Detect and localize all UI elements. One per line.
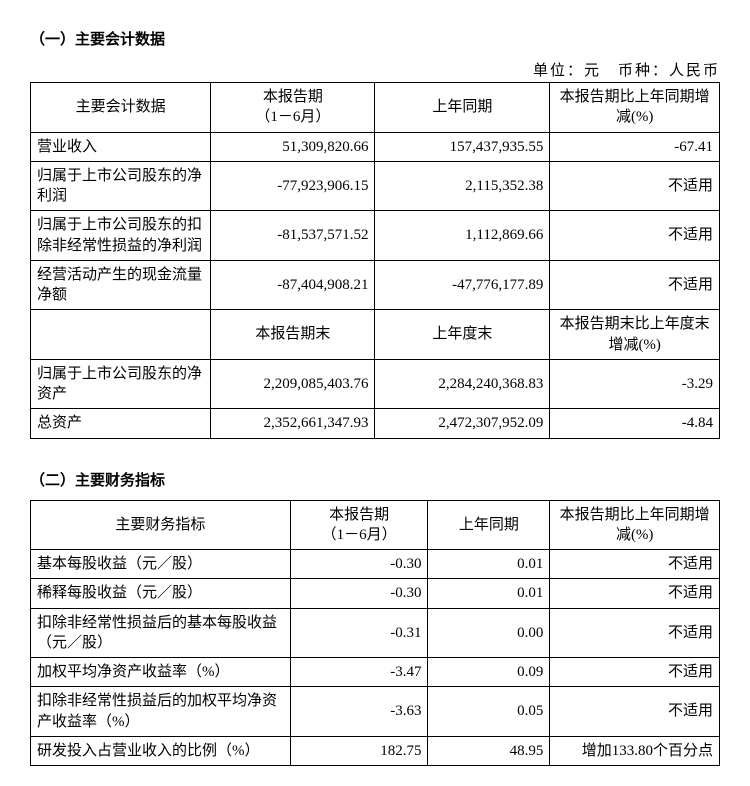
cell-value: 0.01 [428, 550, 550, 579]
row-label: 营业收入 [31, 132, 211, 161]
table-row: 经营活动产生的现金流量净额 -87,404,908.21 -47,776,177… [31, 260, 720, 310]
cell-value: 1,112,869.66 [375, 211, 550, 261]
cell-value: 2,472,307,952.09 [375, 409, 550, 438]
col-header: 上年同期 [428, 500, 550, 550]
cell-value: -77,923,906.15 [211, 161, 375, 211]
col-header: 上年度末 [375, 310, 550, 360]
cell-value: -3.63 [290, 687, 428, 737]
col-header: 主要财务指标 [31, 500, 291, 550]
cell-change: 不适用 [550, 687, 720, 737]
cell-value: 182.75 [290, 736, 428, 765]
table-row: 扣除非经常性损益后的基本每股收益（元／股） -0.31 0.00 不适用 [31, 608, 720, 658]
row-label: 经营活动产生的现金流量净额 [31, 260, 211, 310]
col-header: 本报告期 （1－6月） [290, 500, 428, 550]
cell-value: -87,404,908.21 [211, 260, 375, 310]
cell-value: 2,352,661,347.93 [211, 409, 375, 438]
row-label: 扣除非经常性损益后的基本每股收益（元／股） [31, 608, 291, 658]
cell-change: 不适用 [550, 550, 720, 579]
cell-change: 增加133.80个百分点 [550, 736, 720, 765]
row-label: 归属于上市公司股东的扣除非经常性损益的净利润 [31, 211, 211, 261]
row-label: 稀释每股收益（元／股） [31, 579, 291, 608]
table-row: 营业收入 51,309,820.66 157,437,935.55 -67.41 [31, 132, 720, 161]
table-row: 扣除非经常性损益后的加权平均净资产收益率（%） -3.63 0.05 不适用 [31, 687, 720, 737]
row-label: 研发投入占营业收入的比例（%） [31, 736, 291, 765]
cell-change: -67.41 [550, 132, 720, 161]
table-row: 加权平均净资产收益率（%） -3.47 0.09 不适用 [31, 658, 720, 687]
cell-change: 不适用 [550, 658, 720, 687]
col-header [31, 310, 211, 360]
col-header: 上年同期 [375, 83, 550, 133]
row-label: 扣除非经常性损益后的加权平均净资产收益率（%） [31, 687, 291, 737]
table-row: 归属于上市公司股东的净利润 -77,923,906.15 2,115,352.3… [31, 161, 720, 211]
cell-value: 0.05 [428, 687, 550, 737]
row-label: 总资产 [31, 409, 211, 438]
accounting-data-table: 主要会计数据 本报告期 （1－6月） 上年同期 本报告期比上年同期增减(%) 营… [30, 82, 720, 439]
table-row: 归属于上市公司股东的扣除非经常性损益的净利润 -81,537,571.52 1,… [31, 211, 720, 261]
col-header: 本报告期末 [211, 310, 375, 360]
cell-change: 不适用 [550, 608, 720, 658]
cell-value: -0.30 [290, 550, 428, 579]
cell-value: 0.00 [428, 608, 550, 658]
col-header: 本报告期比上年同期增减(%) [550, 83, 720, 133]
cell-value: -0.30 [290, 579, 428, 608]
table-subheader-row: 本报告期末 上年度末 本报告期末比上年度末增减(%) [31, 310, 720, 360]
table-row: 稀释每股收益（元／股） -0.30 0.01 不适用 [31, 579, 720, 608]
table-row: 研发投入占营业收入的比例（%） 182.75 48.95 增加133.80个百分… [31, 736, 720, 765]
table-row: 总资产 2,352,661,347.93 2,472,307,952.09 -4… [31, 409, 720, 438]
table-header-row: 主要财务指标 本报告期 （1－6月） 上年同期 本报告期比上年同期增减(%) [31, 500, 720, 550]
col-header: 主要会计数据 [31, 83, 211, 133]
cell-value: 2,284,240,368.83 [375, 359, 550, 409]
cell-change: 不适用 [550, 260, 720, 310]
cell-value: 48.95 [428, 736, 550, 765]
cell-value: 0.01 [428, 579, 550, 608]
cell-value: -47,776,177.89 [375, 260, 550, 310]
row-label: 基本每股收益（元／股） [31, 550, 291, 579]
cell-change: -3.29 [550, 359, 720, 409]
col-header: 本报告期 （1－6月） [211, 83, 375, 133]
cell-value: -81,537,571.52 [211, 211, 375, 261]
cell-change: 不适用 [550, 161, 720, 211]
section2-title: （二）主要财务指标 [30, 469, 720, 490]
section1-title: （一）主要会计数据 [30, 28, 720, 49]
col-header: 本报告期末比上年度末增减(%) [550, 310, 720, 360]
cell-change: 不适用 [550, 579, 720, 608]
cell-value: 157,437,935.55 [375, 132, 550, 161]
col-header: 本报告期比上年同期增减(%) [550, 500, 720, 550]
table-header-row: 主要会计数据 本报告期 （1－6月） 上年同期 本报告期比上年同期增减(%) [31, 83, 720, 133]
cell-change: 不适用 [550, 211, 720, 261]
cell-value: 2,209,085,403.76 [211, 359, 375, 409]
row-label: 归属于上市公司股东的净资产 [31, 359, 211, 409]
cell-value: -0.31 [290, 608, 428, 658]
table-row: 基本每股收益（元／股） -0.30 0.01 不适用 [31, 550, 720, 579]
cell-value: -3.47 [290, 658, 428, 687]
row-label: 归属于上市公司股东的净利润 [31, 161, 211, 211]
cell-change: -4.84 [550, 409, 720, 438]
cell-value: 2,115,352.38 [375, 161, 550, 211]
table-row: 归属于上市公司股东的净资产 2,209,085,403.76 2,284,240… [31, 359, 720, 409]
unit-line: 单位：元 币种：人民币 [30, 59, 720, 80]
cell-value: 0.09 [428, 658, 550, 687]
financial-indicators-table: 主要财务指标 本报告期 （1－6月） 上年同期 本报告期比上年同期增减(%) 基… [30, 500, 720, 767]
row-label: 加权平均净资产收益率（%） [31, 658, 291, 687]
cell-value: 51,309,820.66 [211, 132, 375, 161]
